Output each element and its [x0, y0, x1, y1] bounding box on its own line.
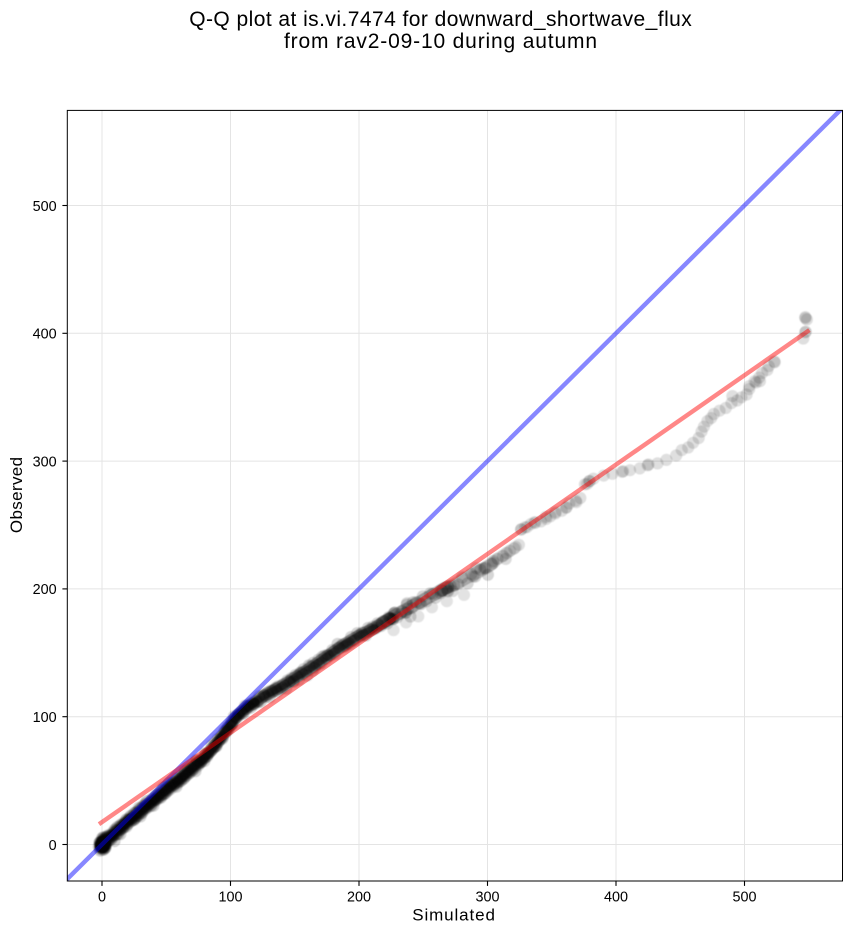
svg-text:Observed: Observed: [7, 457, 26, 533]
svg-text:300: 300: [476, 890, 500, 906]
svg-text:0: 0: [49, 838, 57, 854]
svg-text:400: 400: [604, 890, 628, 906]
svg-text:Simulated: Simulated: [412, 906, 495, 925]
svg-text:100: 100: [33, 710, 57, 726]
svg-text:Q-Q plot at is.vi.7474 for dow: Q-Q plot at is.vi.7474 for downward_shor…: [189, 8, 692, 31]
svg-text:100: 100: [219, 890, 243, 906]
svg-text:500: 500: [33, 199, 57, 215]
svg-text:200: 200: [33, 582, 57, 598]
svg-text:300: 300: [33, 454, 57, 470]
svg-text:from rav2-09-10 during autumn: from rav2-09-10 during autumn: [284, 30, 597, 53]
svg-text:200: 200: [347, 890, 371, 906]
svg-text:500: 500: [733, 890, 757, 906]
svg-text:400: 400: [33, 327, 57, 343]
svg-text:0: 0: [98, 890, 106, 906]
